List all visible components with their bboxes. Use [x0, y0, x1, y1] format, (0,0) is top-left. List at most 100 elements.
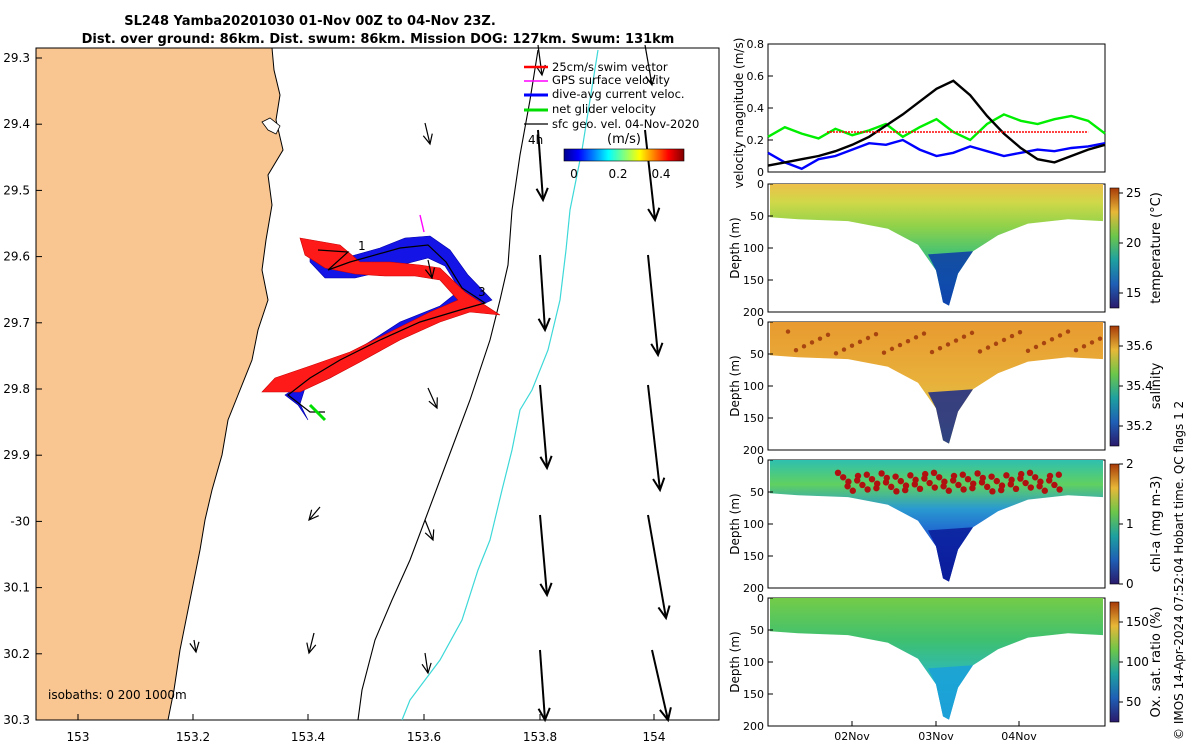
- section-deep-notch: [928, 527, 973, 582]
- depth-tick-label: 50: [750, 624, 764, 637]
- chl-max-dot: [978, 479, 986, 486]
- section-colorbar: [1109, 463, 1120, 585]
- salinity-max-dot: [849, 343, 855, 348]
- chl-max-dot: [998, 486, 1005, 494]
- chl-max-dot: [840, 474, 847, 481]
- colorbar-tick-label: 0: [1126, 577, 1134, 591]
- depth-tick-label: 200: [743, 582, 764, 595]
- chl-max-dot: [1032, 474, 1039, 481]
- chl-max-dot: [916, 485, 924, 492]
- colorbar-label: salinity: [1149, 362, 1164, 409]
- colorbar-tick-label: 100: [1126, 655, 1149, 669]
- depth-tick-label: 150: [743, 550, 764, 563]
- depth-tick-label: 0: [757, 316, 764, 329]
- velocity-ylabel: velocity magnitude (m/s): [732, 38, 746, 189]
- chl-max-dot: [854, 477, 861, 484]
- lat-tick-label: 29.9: [3, 448, 30, 462]
- gps-vector: [419, 214, 425, 233]
- velocity-ytick-label: 0.4: [747, 102, 765, 115]
- section-data-field: [770, 184, 1103, 306]
- chl-max-dot: [969, 484, 976, 492]
- colorbar-tick-label: 2: [1126, 457, 1134, 471]
- lat-tick-label: 29.7: [3, 316, 30, 330]
- salinity-max-dot: [913, 335, 919, 340]
- chl-max-dot: [834, 469, 842, 476]
- salinity-max-dot: [921, 331, 927, 336]
- chl-max-dot: [897, 477, 904, 485]
- depth-tick-label: 200: [743, 444, 764, 457]
- salinity-max-dot: [793, 347, 799, 353]
- geostrophic-arrows: [189, 44, 672, 723]
- longitude-ticks: 153 153.2 153.4 153.6 153.8 154: [67, 714, 666, 744]
- section-colorbar: [1109, 187, 1120, 309]
- salinity-max-dot: [937, 346, 943, 351]
- geo-velocity-arrow: [421, 652, 432, 675]
- chl-max-dot: [931, 484, 938, 491]
- chl-max-dot: [1003, 472, 1010, 479]
- geo-velocity-arrow: [651, 649, 672, 723]
- geo-velocity-arrow: [535, 44, 546, 77]
- chl-max-dot: [959, 471, 966, 478]
- depth-tick-label: 150: [743, 688, 764, 701]
- chl-max-dot: [882, 479, 890, 486]
- isobath-1000m: [401, 49, 599, 721]
- lon-tick-label: 154: [643, 730, 666, 744]
- depth-axis-label: Depth (m): [728, 631, 742, 692]
- depth-tick-label: 200: [743, 720, 764, 733]
- chl-max-dot: [1036, 483, 1043, 490]
- geo-velocity-arrow: [644, 129, 661, 223]
- chl-max-dot: [1022, 479, 1029, 487]
- colorbar-tick-0: 0: [570, 167, 578, 181]
- colorbar-label: temperature (°C): [1149, 192, 1164, 304]
- salinity-max-dot: [817, 336, 823, 341]
- velocity-series-1: [767, 138, 1106, 171]
- salinity-max-dot: [873, 331, 879, 337]
- salinity-max-dot: [1081, 344, 1087, 349]
- figure-title-line1: SL248 Yamba20201030 01-Nov 00Z to 04-Nov…: [124, 14, 496, 29]
- salinity-max-dot: [1089, 340, 1095, 345]
- salinity-max-dot: [857, 339, 863, 345]
- geo-velocity-arrow: [537, 254, 551, 333]
- chl-max-dot: [960, 486, 967, 493]
- salinity-max-dot: [889, 346, 895, 352]
- geo-velocity-arrow: [539, 514, 553, 598]
- net-glider-vector: [308, 403, 327, 422]
- lon-tick-label: 153.6: [407, 730, 441, 744]
- colorbar-tick-label: 25: [1126, 186, 1141, 200]
- geo-velocity-arrow: [424, 259, 436, 280]
- salinity-max-dot: [1033, 344, 1039, 350]
- legend-swim: 25cm/s swim vector: [552, 60, 668, 74]
- legend-current: dive-avg current veloc.: [552, 87, 685, 101]
- lat-tick-label: 29.6: [3, 250, 30, 264]
- salinity-max-dot: [1057, 333, 1063, 338]
- section-deep-notch: [928, 251, 973, 306]
- colorbar-tick-02: 0.2: [608, 167, 627, 181]
- map-legend: 25cm/s swim vector GPS surface velocity …: [524, 60, 699, 131]
- velocity-series-2: [767, 79, 1106, 167]
- salinity-max-dot: [881, 350, 887, 355]
- depth-tick-label: 200: [743, 306, 764, 319]
- geo-velocity-arrow: [306, 632, 317, 655]
- colorbar-tick-label: 1: [1126, 517, 1134, 531]
- depth-tick-label: 50: [750, 348, 764, 361]
- chl-max-dot: [974, 470, 981, 477]
- salinity-max-dot: [785, 329, 791, 334]
- velocity-ytick-label: 0.2: [747, 134, 765, 147]
- salinity-max-dot: [833, 351, 839, 356]
- depth-tick-label: 150: [743, 274, 764, 287]
- depth-tick-label: 100: [743, 518, 764, 531]
- track-label-3: 3: [478, 285, 486, 299]
- depth-tick-label: 100: [743, 656, 764, 669]
- depth-tick-label: 150: [743, 412, 764, 425]
- salinity-max-dot: [993, 341, 999, 346]
- copyright-note: © IMOS 14-Apr-2024 07:52:04 Hobart time.…: [1172, 401, 1186, 740]
- colorbar-tick-label: 35.6: [1126, 339, 1153, 353]
- lat-tick-label: -30: [10, 514, 30, 528]
- colorbar-label: chl-a (mg m-3): [1149, 476, 1164, 573]
- chl-max-dot: [907, 472, 914, 479]
- salinity-max-dot: [977, 349, 983, 354]
- lon-tick-label: 153.4: [291, 730, 325, 744]
- geo-velocity-arrow: [647, 514, 671, 621]
- geo-velocity-arrow: [537, 649, 551, 723]
